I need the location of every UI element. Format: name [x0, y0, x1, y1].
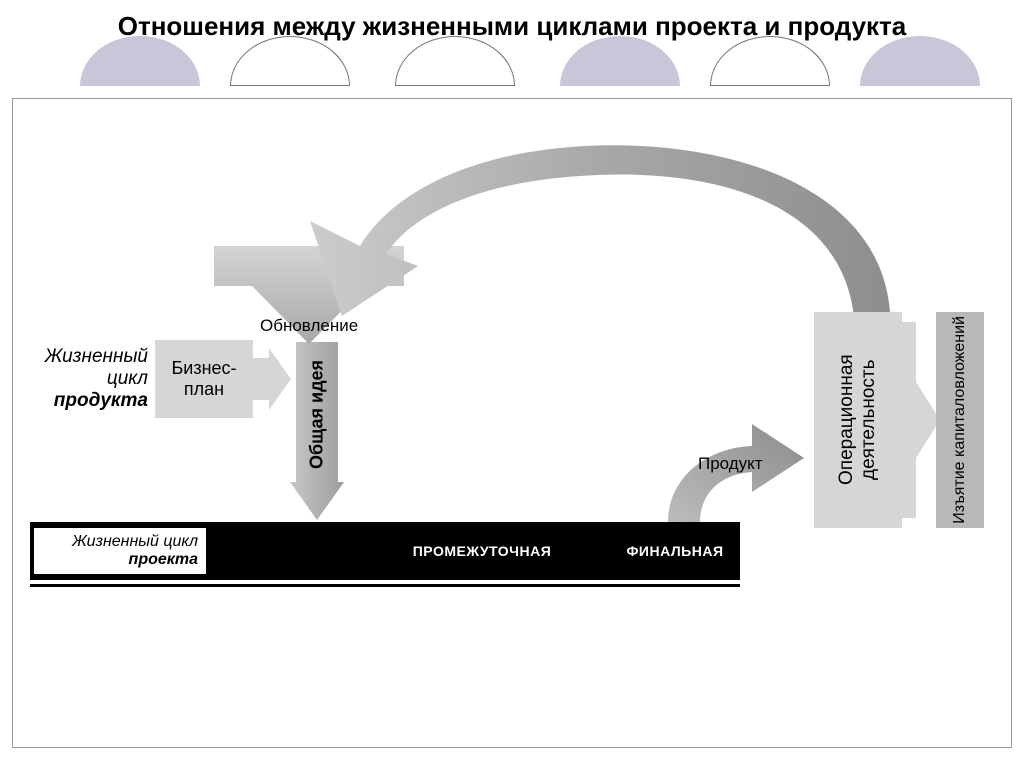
bar-underline	[30, 584, 740, 587]
product-out-label: Продукт	[698, 454, 763, 474]
idea-label: Общая идея	[307, 360, 328, 469]
arrow-after-businessplan	[251, 348, 291, 410]
arrow-to-divest	[900, 322, 940, 518]
decorative-arch	[560, 36, 680, 86]
diagram-title: Отношения между жизненными циклами проек…	[0, 10, 1024, 43]
phase-chevron: ПРОМЕЖУТОЧНАЯ	[386, 528, 578, 574]
phase-chevron: ФИНАЛЬНАЯ	[612, 528, 738, 574]
decorative-arch	[860, 36, 980, 86]
operations-box: Операционная деятельность	[814, 312, 902, 528]
divestment-box: Изъятие капиталовложений	[936, 312, 984, 528]
decorative-arch	[395, 36, 515, 86]
product-lifecycle-label: Жизненный цикл продукта	[18, 346, 148, 412]
decorative-arch	[710, 36, 830, 86]
business-plan-box: Бизнес-план	[155, 340, 253, 418]
idea-arrow-container: Общая идея	[290, 342, 344, 520]
phase-chevron	[344, 528, 392, 574]
decorative-arch	[80, 36, 200, 86]
phase-chevron: НАЧАЛЬНАЯ	[210, 528, 350, 574]
decorative-arch	[230, 36, 350, 86]
project-lifecycle-label: Жизненный цикл проекта	[34, 528, 206, 574]
